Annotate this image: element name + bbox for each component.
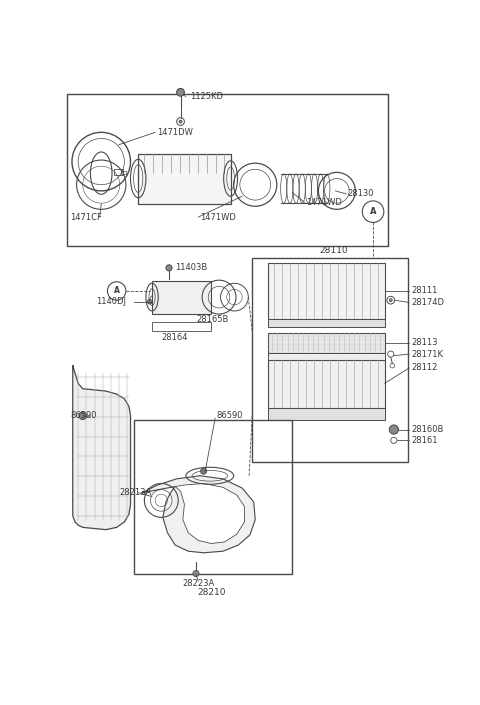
- Text: 1125KD: 1125KD: [191, 92, 224, 102]
- Circle shape: [166, 265, 172, 271]
- Text: 28160B: 28160B: [411, 425, 444, 434]
- Bar: [138, 154, 230, 204]
- Bar: [121, 171, 126, 174]
- Text: 28111: 28111: [411, 286, 438, 295]
- Circle shape: [193, 570, 199, 577]
- Text: 28110: 28110: [319, 245, 348, 255]
- Bar: [267, 263, 384, 319]
- Text: 28164: 28164: [161, 333, 188, 342]
- Text: A: A: [114, 286, 120, 295]
- Text: A: A: [370, 207, 376, 216]
- Circle shape: [147, 300, 152, 304]
- Text: 86590: 86590: [71, 411, 97, 420]
- Text: 1471DW: 1471DW: [157, 128, 193, 137]
- Circle shape: [389, 425, 398, 434]
- Text: 28165B: 28165B: [197, 315, 229, 324]
- Bar: [152, 281, 211, 314]
- Polygon shape: [142, 476, 255, 553]
- Text: 28113: 28113: [411, 338, 438, 347]
- Text: 1471WD: 1471WD: [200, 212, 236, 221]
- Bar: [267, 408, 384, 419]
- Text: 1140DJ: 1140DJ: [96, 298, 126, 306]
- Bar: [252, 258, 408, 462]
- Bar: [67, 94, 388, 246]
- Text: 86590: 86590: [217, 411, 243, 420]
- Text: 28223A: 28223A: [182, 579, 215, 588]
- Circle shape: [389, 299, 392, 302]
- Circle shape: [179, 120, 182, 123]
- Text: 1471CF: 1471CF: [71, 212, 102, 221]
- Bar: [152, 321, 211, 331]
- Bar: [134, 419, 292, 574]
- Text: 28112: 28112: [411, 364, 438, 372]
- Text: 28171K: 28171K: [411, 350, 444, 359]
- Bar: [267, 360, 384, 408]
- Bar: [267, 352, 384, 360]
- Text: 28161: 28161: [411, 436, 438, 445]
- Text: 11403B: 11403B: [175, 264, 207, 272]
- Text: 28130: 28130: [348, 190, 374, 198]
- Circle shape: [79, 412, 86, 419]
- Text: 28174D: 28174D: [411, 298, 444, 307]
- Text: 28210: 28210: [197, 588, 226, 597]
- Bar: [114, 169, 123, 176]
- Bar: [267, 333, 384, 352]
- Circle shape: [201, 468, 207, 474]
- Circle shape: [177, 88, 184, 96]
- Text: 1471WD: 1471WD: [306, 198, 342, 207]
- Text: 28213A: 28213A: [119, 488, 151, 497]
- Polygon shape: [73, 366, 131, 529]
- Bar: [267, 319, 384, 327]
- Polygon shape: [175, 484, 244, 544]
